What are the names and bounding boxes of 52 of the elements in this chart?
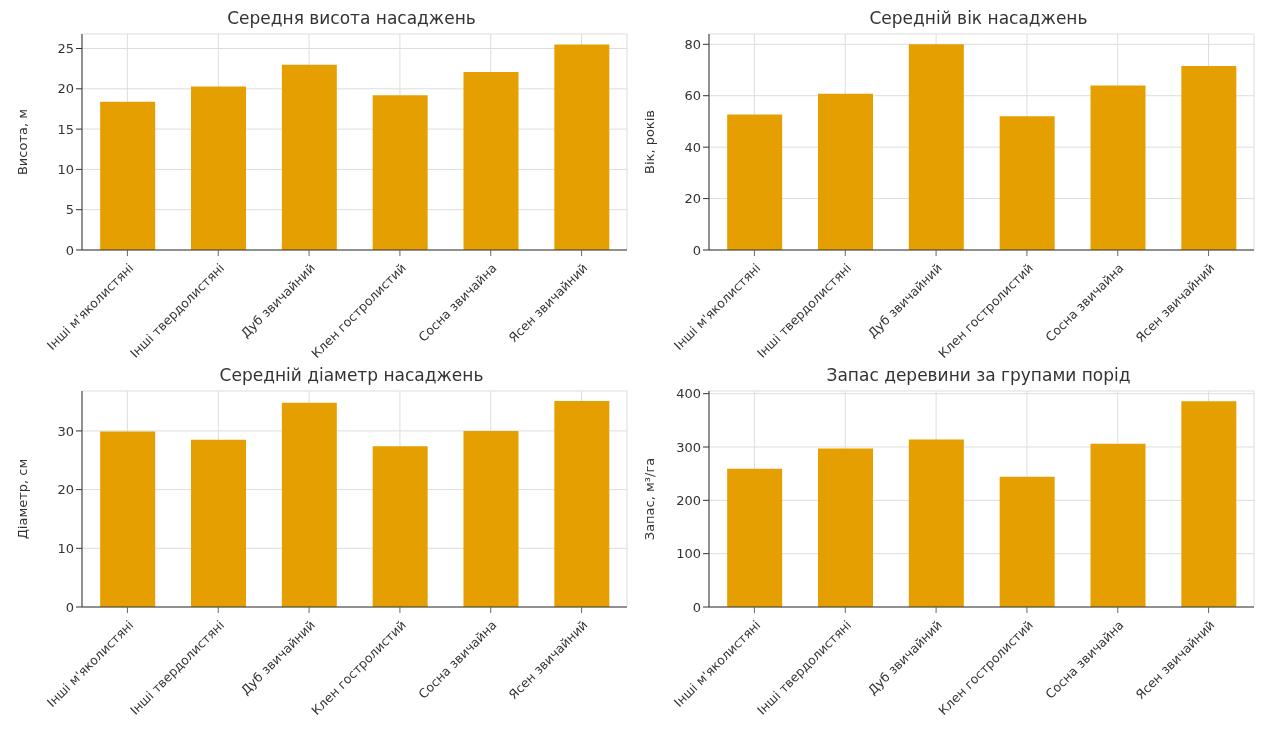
y-tick-label: 5 [65, 202, 74, 218]
y-tick-label: 20 [684, 191, 701, 207]
bar [908, 44, 964, 250]
bar [554, 44, 610, 250]
y-tick-label: 40 [684, 139, 701, 155]
y-tick-label: 20 [57, 81, 74, 97]
y-tick-label: 25 [57, 41, 74, 57]
y-tick-label: 400 [676, 386, 701, 402]
chart-title: Запас деревини за групами порід [826, 365, 1131, 385]
bar [908, 439, 964, 607]
bar [1090, 443, 1146, 607]
bar [999, 116, 1055, 250]
bar [100, 431, 156, 607]
bar [191, 86, 246, 250]
bar [372, 95, 428, 250]
y-tick-label: 100 [676, 546, 701, 562]
y-tick-label: 0 [692, 599, 701, 615]
bar [1181, 65, 1237, 250]
bar [1181, 401, 1237, 607]
bar [281, 64, 337, 250]
y-axis-title: Діаметр, см [14, 458, 30, 540]
bar [727, 114, 783, 250]
y-tick-label: 30 [57, 423, 74, 439]
y-tick-label: 300 [676, 439, 701, 455]
y-axis-title: Висота, м [14, 108, 30, 176]
y-tick-label: 80 [684, 36, 701, 52]
y-tick-label: 0 [65, 242, 74, 258]
bar [1090, 85, 1146, 250]
bar [818, 93, 873, 250]
y-tick-label: 10 [57, 540, 74, 556]
y-tick-label: 15 [57, 121, 74, 137]
bar [281, 402, 337, 607]
bar [372, 446, 428, 607]
y-tick-label: 10 [57, 162, 74, 178]
bar [191, 439, 246, 607]
bar [100, 101, 156, 250]
y-tick-label: 200 [676, 492, 701, 508]
chart-title: Середня висота насаджень [226, 8, 477, 30]
bar [463, 71, 519, 250]
y-axis-title: Вік, років [641, 110, 657, 174]
bar [818, 448, 873, 607]
bar [999, 476, 1055, 607]
y-tick-label: 60 [684, 88, 701, 104]
bar [554, 400, 610, 607]
bar [727, 468, 783, 607]
chart-title: Середній вік насаджень [868, 8, 1089, 30]
bar [463, 430, 519, 607]
y-tick-label: 20 [57, 482, 74, 498]
y-axis-title: Запас, м³/га [641, 457, 657, 541]
chart-title: Середній діаметр насаджень [218, 365, 485, 387]
y-tick-label: 0 [65, 599, 74, 615]
y-tick-label: 0 [692, 242, 701, 258]
